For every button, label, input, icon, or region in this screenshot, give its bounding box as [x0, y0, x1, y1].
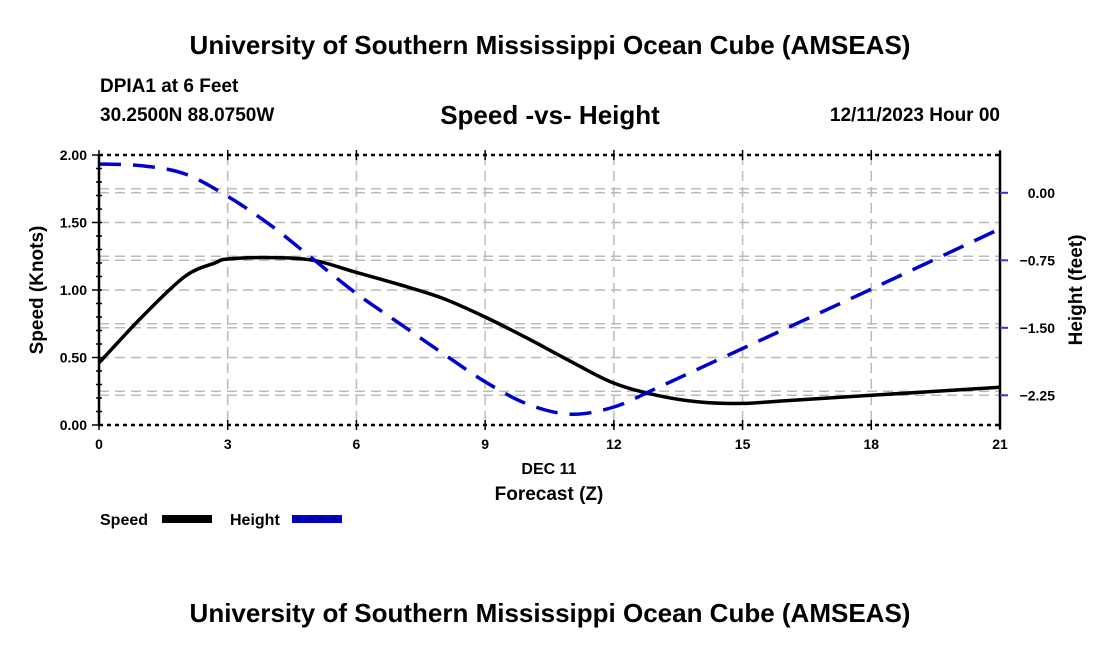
y-tick-label: 1.00	[60, 282, 87, 298]
y2-tick-label: −1.50	[1020, 320, 1056, 336]
axis-labels: Speed (Knots) Height (feet) DEC 11 Forec…	[27, 226, 1087, 505]
station-label: DPIA1 at 6 Feet	[100, 76, 239, 97]
legend-label-height: Height	[230, 512, 280, 529]
legend-swatch-height	[292, 515, 342, 523]
x-tick-label: 18	[863, 436, 879, 452]
legend-label-speed: Speed	[100, 512, 148, 529]
y-tick-label: 2.00	[60, 147, 87, 163]
coordinates-label: 30.2500N 88.0750W	[100, 105, 275, 126]
footer-title: University of Southern Mississippi Ocean…	[189, 598, 911, 628]
series-layer	[97, 162, 1001, 416]
forecast-datetime: 12/11/2023 Hour 00	[829, 105, 1000, 126]
y-tick-label: 0.50	[60, 350, 87, 366]
grid	[99, 155, 1000, 425]
chart-title: University of Southern Mississippi Ocean…	[189, 30, 911, 60]
y-tick-label: 0.00	[60, 417, 87, 433]
series-line-height	[98, 162, 1001, 416]
x-axis-date-label: DEC 11	[521, 461, 576, 478]
x-tick-label: 21	[992, 436, 1008, 452]
x-tick-label: 0	[95, 436, 103, 452]
x-tick-label: 9	[481, 436, 489, 452]
x-tick-label: 12	[606, 436, 622, 452]
axes: 0 3 6 9 12 15 18 21 0.00 0.50 1.00 1.50 2.00 0.00 −0.7…	[60, 147, 1055, 452]
chart-subtitle: Speed -vs- Height	[440, 100, 660, 130]
x-tick-label: 6	[353, 436, 361, 452]
series-line-speed	[97, 255, 1001, 406]
legend-swatch-speed	[162, 515, 212, 523]
y2-tick-label: −2.25	[1020, 387, 1056, 403]
x-tick-label: 15	[735, 436, 751, 452]
y2-axis-title: Height (feet)	[1066, 235, 1087, 346]
y-tick-label: 1.50	[60, 215, 87, 231]
x-axis-title: Forecast (Z)	[495, 484, 604, 505]
y2-tick-label: 0.00	[1028, 185, 1055, 201]
legend: Speed Height	[100, 512, 342, 529]
y2-tick-label: −0.75	[1020, 252, 1056, 268]
y-axis-title: Speed (Knots)	[27, 226, 48, 355]
x-tick-label: 3	[224, 436, 232, 452]
